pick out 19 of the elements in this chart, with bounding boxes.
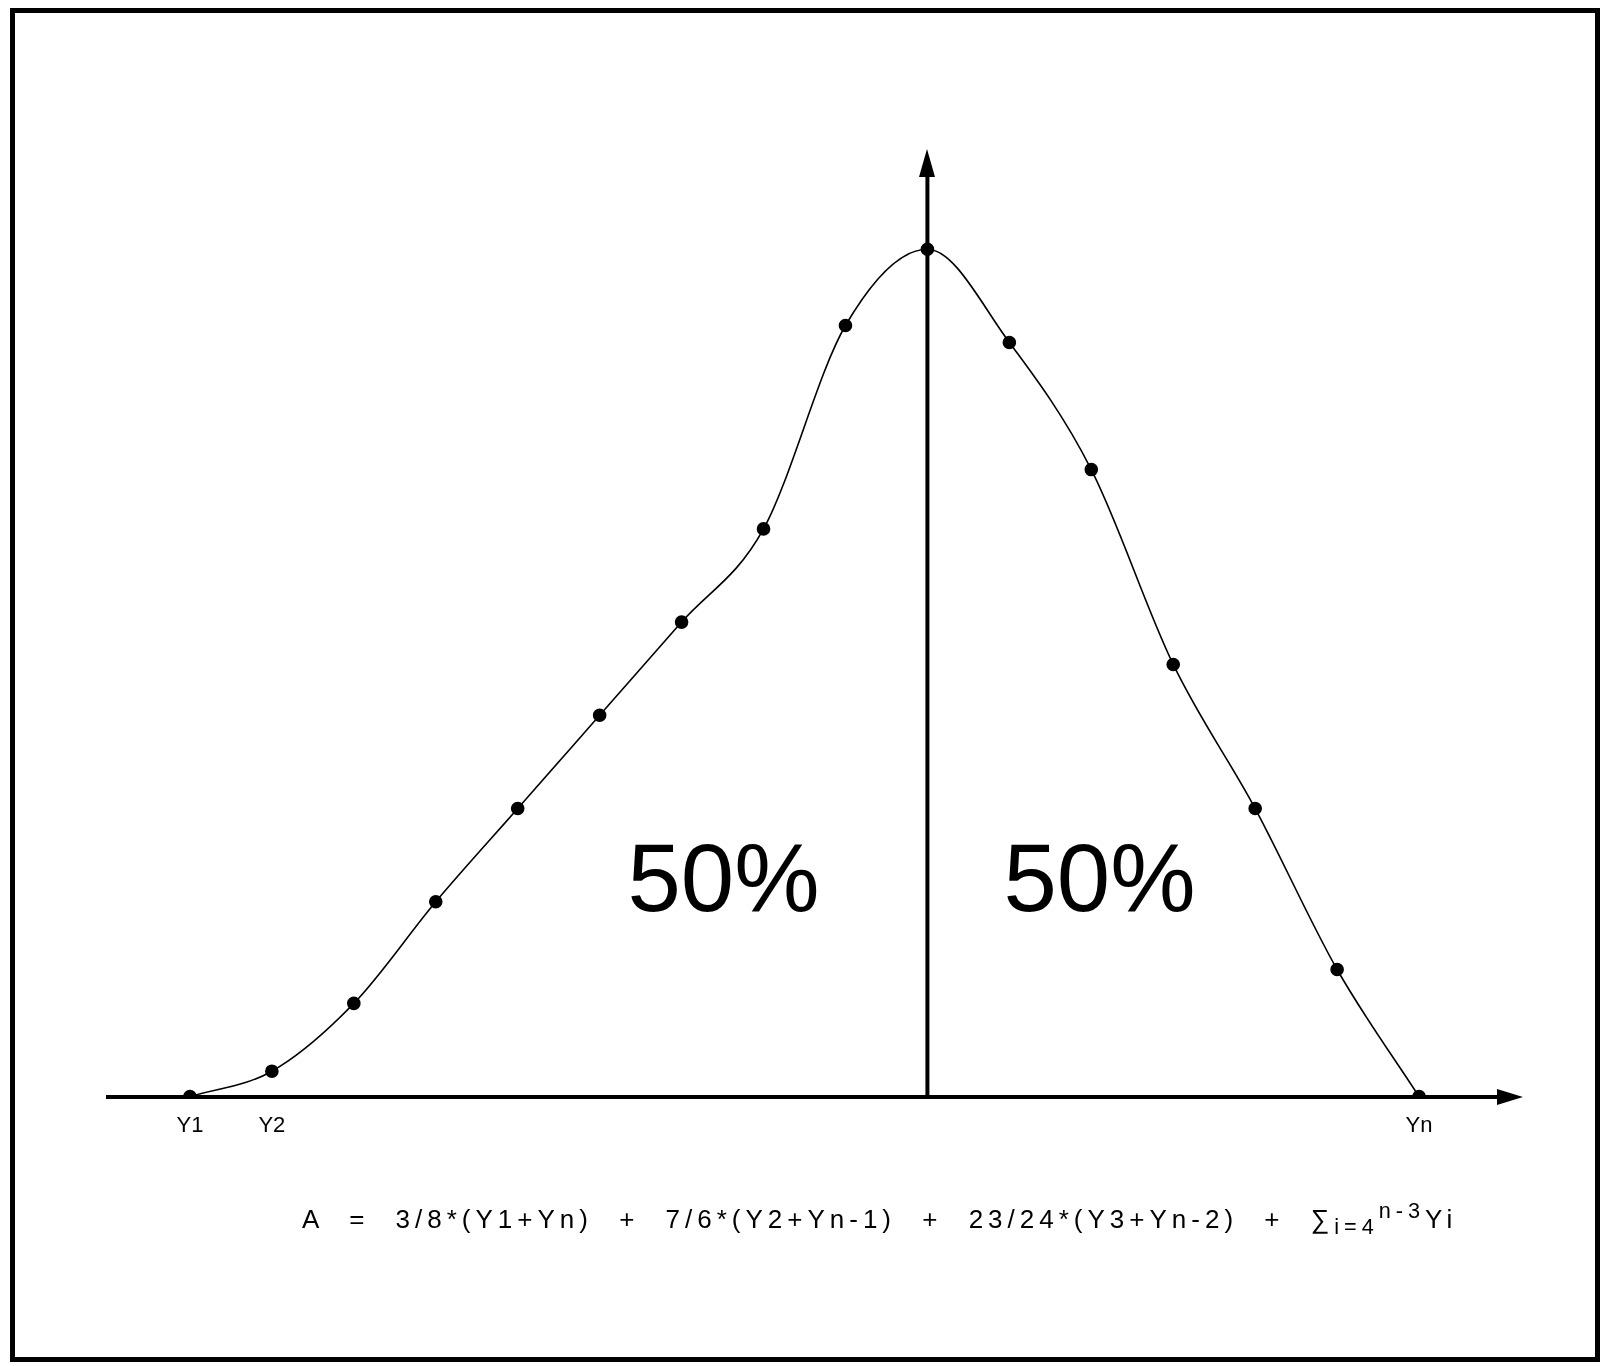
annotation: 50%: [1003, 824, 1196, 931]
point: [428, 894, 443, 909]
point: [1002, 335, 1017, 350]
point: [838, 318, 853, 333]
point: [1084, 462, 1099, 477]
point: [756, 522, 771, 536]
point: [1166, 657, 1181, 672]
point: [510, 801, 525, 816]
point: [592, 708, 607, 723]
x-tick-label: Y2: [258, 1111, 286, 1137]
point: [347, 996, 361, 1011]
point: [1248, 801, 1262, 816]
point: [1330, 962, 1344, 977]
text: A = 3/8*(Y1+Yn) + 7/6*(Y2+Yn-1) + 23/24*(Y3+Yn-2) + ∑$_{i=4}$$^{n-3}$Yi: [302, 1198, 1458, 1239]
annotation: 50%: [627, 824, 820, 931]
x-tick-label: Y1: [176, 1111, 204, 1137]
x-tick-label: Yn: [1405, 1111, 1433, 1137]
point: [265, 1064, 279, 1078]
point: [674, 615, 689, 629]
